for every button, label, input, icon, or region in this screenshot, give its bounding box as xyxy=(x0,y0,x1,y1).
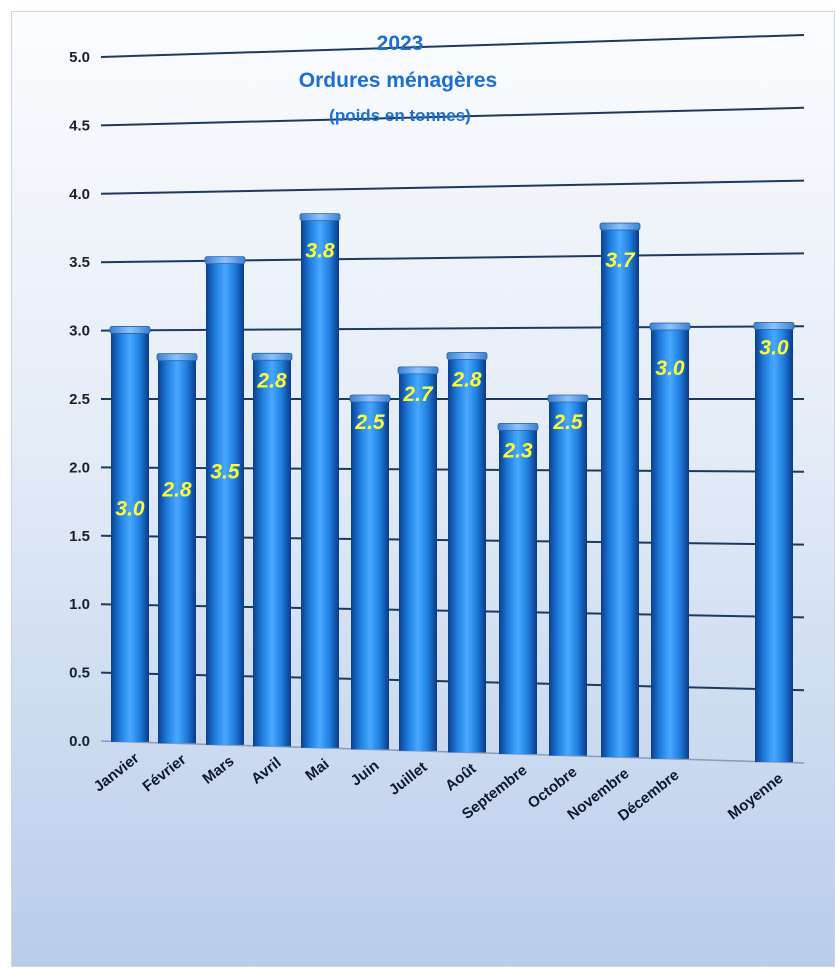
x-tick-label: Juillet xyxy=(386,759,431,799)
y-tick-label: 1.0 xyxy=(69,596,90,613)
value-label: 3.0 xyxy=(655,357,685,380)
x-tick-label: Moyenne xyxy=(725,770,787,823)
value-label: 2.8 xyxy=(451,369,482,392)
x-tick-label: Juin xyxy=(348,757,383,789)
x-tick-label: Mars xyxy=(199,753,237,788)
gridline xyxy=(100,179,805,195)
x-tick-label: Janvier xyxy=(91,750,143,796)
y-tick-label: 1.5 xyxy=(69,528,90,545)
chart-title: 2023 xyxy=(377,32,424,55)
value-label: 2.5 xyxy=(552,411,583,434)
bar xyxy=(649,322,691,759)
bar xyxy=(109,326,151,742)
value-label: 2.7 xyxy=(402,383,434,406)
x-tick-label: Août xyxy=(442,760,479,794)
value-label: 2.5 xyxy=(354,411,385,434)
y-tick-label: 2.5 xyxy=(69,391,90,408)
bar xyxy=(753,321,795,763)
y-tick-label: 3.5 xyxy=(69,254,90,271)
bar xyxy=(599,222,641,758)
y-tick-label: 0.5 xyxy=(69,665,90,682)
value-label: 2.3 xyxy=(502,439,533,462)
bar xyxy=(547,394,589,756)
y-tick-label: 2.0 xyxy=(69,459,90,476)
bars xyxy=(109,213,795,763)
value-labels: 3.0 2.8 3.5 2.8 3.8 2.5 2.7 2.8 2.3 2.5 3.7 3.0 3.0 xyxy=(115,240,789,521)
y-tick-label: 5.0 xyxy=(69,49,90,66)
bar xyxy=(156,353,198,744)
value-label: 3.0 xyxy=(759,336,789,359)
value-label: 2.8 xyxy=(256,369,287,392)
x-tick-label: Mai xyxy=(302,756,332,785)
value-label: 2.8 xyxy=(161,479,192,502)
chart-subtitle: Ordures ménagères xyxy=(299,69,497,92)
bar xyxy=(446,352,488,753)
value-label: 3.7 xyxy=(605,249,636,272)
y-tick-label: 3.0 xyxy=(69,323,90,340)
chart-subtitle-units: (poids en tonnes) xyxy=(329,106,471,125)
y-axis-ticks: 0.0 0.5 1.0 1.5 2.0 2.5 3.0 3.5 4.0 4.5 5.0 xyxy=(69,49,90,750)
gridline xyxy=(100,106,805,127)
chart-title-block: 2023 Ordures ménagères (poids en tonnes) xyxy=(299,32,497,125)
gridline xyxy=(100,34,805,58)
bar xyxy=(251,352,293,747)
y-tick-label: 0.0 xyxy=(69,733,90,750)
value-label: 3.8 xyxy=(305,240,335,263)
bar xyxy=(349,394,391,750)
y-tick-label: 4.5 xyxy=(69,117,90,134)
value-label: 3.0 xyxy=(115,498,145,521)
x-tick-label: Avril xyxy=(248,754,284,788)
bar xyxy=(204,256,246,745)
y-tick-label: 4.0 xyxy=(69,186,90,203)
value-label: 3.5 xyxy=(210,461,240,484)
bar xyxy=(299,213,341,748)
bar xyxy=(397,366,439,751)
bar xyxy=(497,423,539,755)
x-tick-label: Février xyxy=(140,751,190,795)
